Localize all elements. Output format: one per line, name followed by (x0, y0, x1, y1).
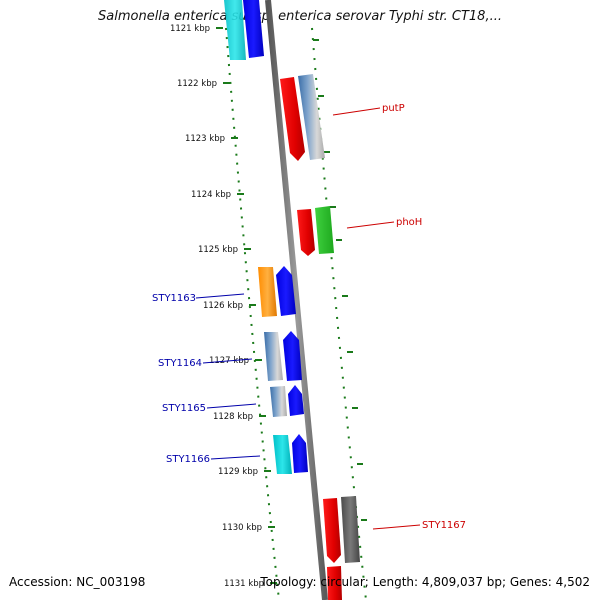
gene-steel-1[interactable] (264, 332, 283, 381)
gene-label-STY1163[interactable]: STY1163 (152, 293, 196, 304)
gene-orange[interactable] (258, 267, 277, 317)
forward-strand-genes (280, 74, 360, 600)
gene-label-layer: putP phoH STY1167 STY1163 STY1164 STY116… (152, 103, 466, 531)
tick-label: 1126 kbp (203, 301, 243, 311)
gene-grey[interactable] (341, 496, 360, 563)
tick-label: 1129 kbp (218, 467, 258, 477)
tick-label: 1130 kbp (222, 523, 262, 533)
gene-label-phoH[interactable]: phoH (396, 217, 422, 228)
gene-STY1167[interactable] (323, 498, 341, 563)
gene-steel-fwd[interactable] (298, 74, 325, 160)
accession-label: Accession: NC_003198 (9, 575, 146, 589)
map-title: Salmonella enterica subsp. enterica sero… (98, 9, 502, 24)
gene-label-STY1165[interactable]: STY1165 (162, 403, 206, 414)
gene-label-STY1164[interactable]: STY1164 (158, 358, 202, 369)
tick-label: 1128 kbp (213, 412, 253, 422)
gene-green[interactable] (315, 206, 334, 254)
gene-cyan[interactable] (273, 435, 292, 474)
tick-label: 1122 kbp (177, 79, 217, 89)
tick-label: 1123 kbp (185, 134, 225, 144)
tick-labels: 1121 kbp 1122 kbp 1123 kbp 1124 kbp 1125 kbp… (170, 24, 277, 589)
gene-blue-top[interactable] (243, 0, 264, 58)
gene-bottom-red[interactable] (327, 566, 342, 600)
label-leaders (195, 107, 421, 530)
outer-ring-ticks (313, 39, 367, 521)
tick-label: 1124 kbp (191, 190, 231, 200)
gene-blue-3[interactable] (288, 385, 304, 416)
gene-label-STY1166[interactable]: STY1166 (166, 454, 210, 465)
tick-label: 1125 kbp (198, 245, 238, 255)
gene-blue-2[interactable] (283, 331, 302, 381)
reverse-strand-genes (224, 0, 308, 474)
gene-steel-2[interactable] (270, 386, 287, 417)
gene-label-STY1167[interactable]: STY1167 (422, 520, 466, 531)
gene-phoH[interactable] (297, 209, 315, 256)
tick-label: 1131 kbp (224, 579, 264, 589)
gene-cyan-top[interactable] (224, 0, 246, 60)
gene-blue-4[interactable] (292, 434, 308, 473)
topology-stats: Topology: circular; Length: 4,809,037 bp… (260, 575, 590, 589)
gene-label-putP[interactable]: putP (382, 103, 405, 114)
tick-label: 1121 kbp (170, 24, 210, 34)
gene-putP[interactable] (280, 77, 305, 161)
genome-backbone (265, 0, 328, 600)
gene-blue-1[interactable] (276, 266, 296, 316)
